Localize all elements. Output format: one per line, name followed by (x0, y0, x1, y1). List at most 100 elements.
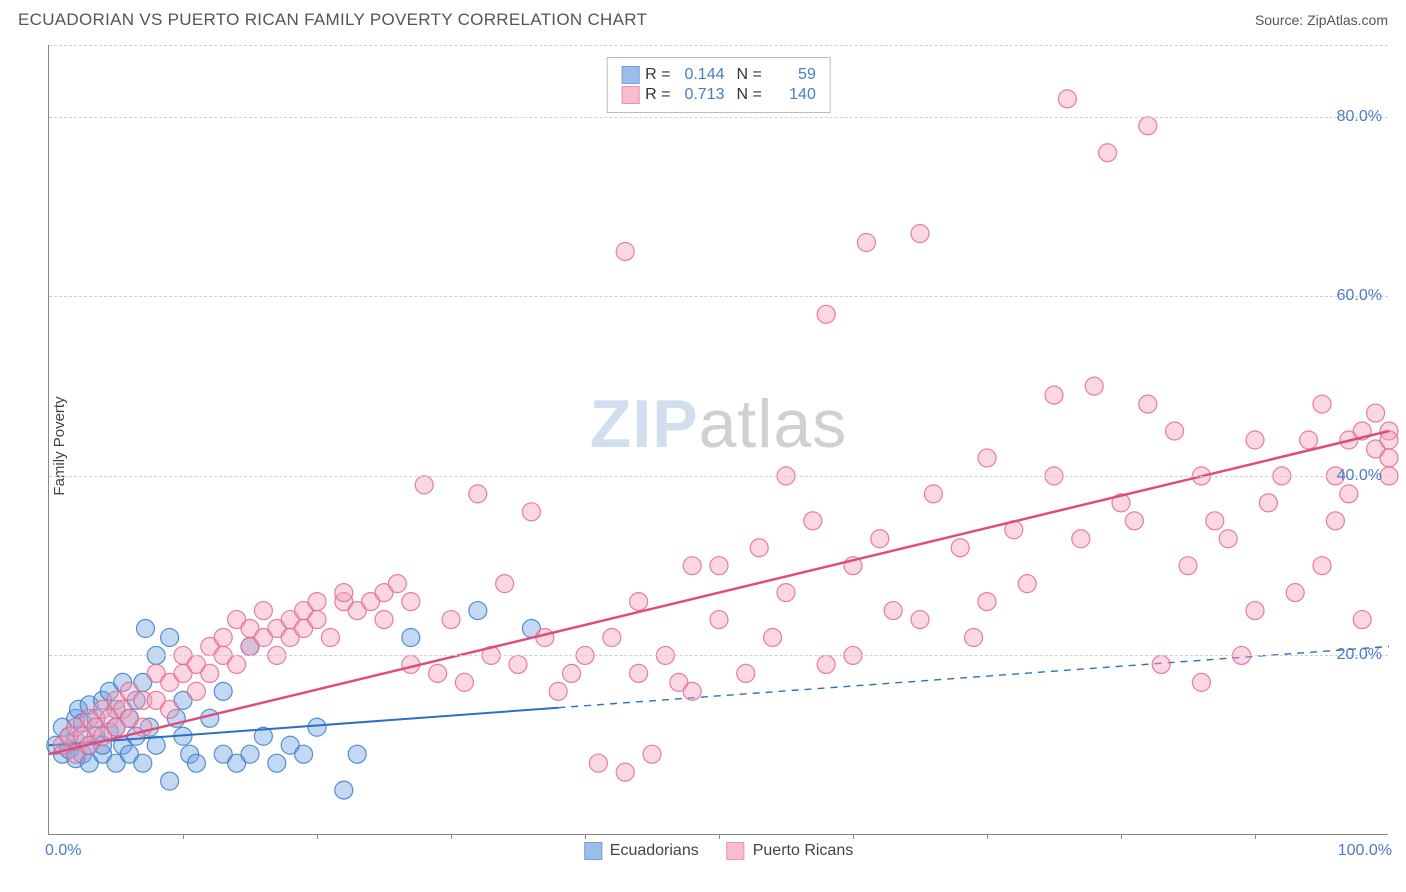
legend-row-ecuadorians: R = 0.144 N = 59 (621, 66, 816, 84)
data-point (978, 593, 996, 611)
data-point (563, 664, 581, 682)
x-tick-mark (987, 834, 988, 839)
data-point (496, 575, 514, 593)
data-point (455, 673, 473, 691)
data-point (951, 539, 969, 557)
data-point (1246, 602, 1264, 620)
x-tick-mark (451, 834, 452, 839)
data-point (136, 620, 154, 638)
data-point (978, 449, 996, 467)
data-point (1152, 655, 1170, 673)
data-point (764, 629, 782, 647)
data-point (549, 682, 567, 700)
legend-row-puerto-ricans: R = 0.713 N = 140 (621, 86, 816, 104)
data-point (710, 611, 728, 629)
data-point (1367, 404, 1385, 422)
data-point (522, 503, 540, 521)
data-point (630, 664, 648, 682)
data-point (683, 557, 701, 575)
data-point (1018, 575, 1036, 593)
data-point (308, 718, 326, 736)
data-point (536, 629, 554, 647)
data-point (1058, 90, 1076, 108)
data-point (134, 754, 152, 772)
data-point (1045, 386, 1063, 404)
x-tick-mark (719, 834, 720, 839)
legend-swatch-puerto-ricans (621, 86, 639, 104)
data-point (402, 593, 420, 611)
y-tick-label: 20.0% (1337, 646, 1382, 664)
data-point (804, 512, 822, 530)
data-point (402, 629, 420, 647)
data-point (1166, 422, 1184, 440)
data-point (603, 629, 621, 647)
y-tick-label: 80.0% (1337, 108, 1382, 126)
data-point (589, 754, 607, 772)
data-point (415, 476, 433, 494)
data-point (871, 530, 889, 548)
data-point (924, 485, 942, 503)
data-point (214, 629, 232, 647)
data-point (1085, 377, 1103, 395)
data-point (683, 682, 701, 700)
data-point (201, 664, 219, 682)
data-point (1072, 530, 1090, 548)
data-point (187, 754, 205, 772)
data-point (777, 584, 795, 602)
x-tick-mark (1121, 834, 1122, 839)
x-tick-mark (853, 834, 854, 839)
x-axis-min-label: 0.0% (45, 842, 81, 860)
gridline (49, 476, 1388, 477)
gridline (49, 117, 1388, 118)
data-point (911, 611, 929, 629)
legend-swatch-icon (727, 842, 745, 860)
data-point (817, 305, 835, 323)
data-point (630, 593, 648, 611)
data-point (1206, 512, 1224, 530)
legend-item-ecuadorians: Ecuadorians (584, 842, 699, 860)
data-point (1286, 584, 1304, 602)
data-point (161, 700, 179, 718)
data-point (1125, 512, 1143, 530)
data-point (911, 225, 929, 243)
legend-item-puerto-ricans: Puerto Ricans (727, 842, 854, 860)
source-attribution: Source: ZipAtlas.com (1255, 12, 1388, 28)
data-point (469, 602, 487, 620)
x-axis-max-label: 100.0% (1338, 842, 1392, 860)
data-point (1313, 395, 1331, 413)
gridline (49, 655, 1388, 656)
y-tick-label: 60.0% (1337, 287, 1382, 305)
chart-title: ECUADORIAN VS PUERTO RICAN FAMILY POVERT… (18, 10, 647, 30)
data-point (1259, 494, 1277, 512)
chart-plot-area: ZIPatlas R = 0.144 N = 59 R = 0.713 N = … (48, 45, 1388, 835)
data-point (737, 664, 755, 682)
data-point (335, 781, 353, 799)
data-point (616, 763, 634, 781)
data-point (1300, 431, 1318, 449)
data-point (1179, 557, 1197, 575)
data-point (817, 655, 835, 673)
data-point (1192, 673, 1210, 691)
legend-swatch-ecuadorians (621, 66, 639, 84)
data-point (884, 602, 902, 620)
data-point (1246, 431, 1264, 449)
data-point (1380, 449, 1398, 467)
correlation-legend: R = 0.144 N = 59 R = 0.713 N = 140 (606, 57, 831, 113)
data-point (442, 611, 460, 629)
data-point (214, 682, 232, 700)
data-point (348, 745, 366, 763)
data-point (469, 485, 487, 503)
series-legend: Ecuadorians Puerto Ricans (584, 842, 853, 860)
data-point (241, 745, 259, 763)
data-point (1219, 530, 1237, 548)
data-point (295, 745, 313, 763)
data-point (616, 242, 634, 260)
data-point (268, 754, 286, 772)
data-point (710, 557, 728, 575)
gridline (49, 45, 1388, 46)
data-point (1326, 512, 1344, 530)
data-point (161, 772, 179, 790)
data-point (643, 745, 661, 763)
data-point (201, 709, 219, 727)
data-point (1353, 611, 1371, 629)
